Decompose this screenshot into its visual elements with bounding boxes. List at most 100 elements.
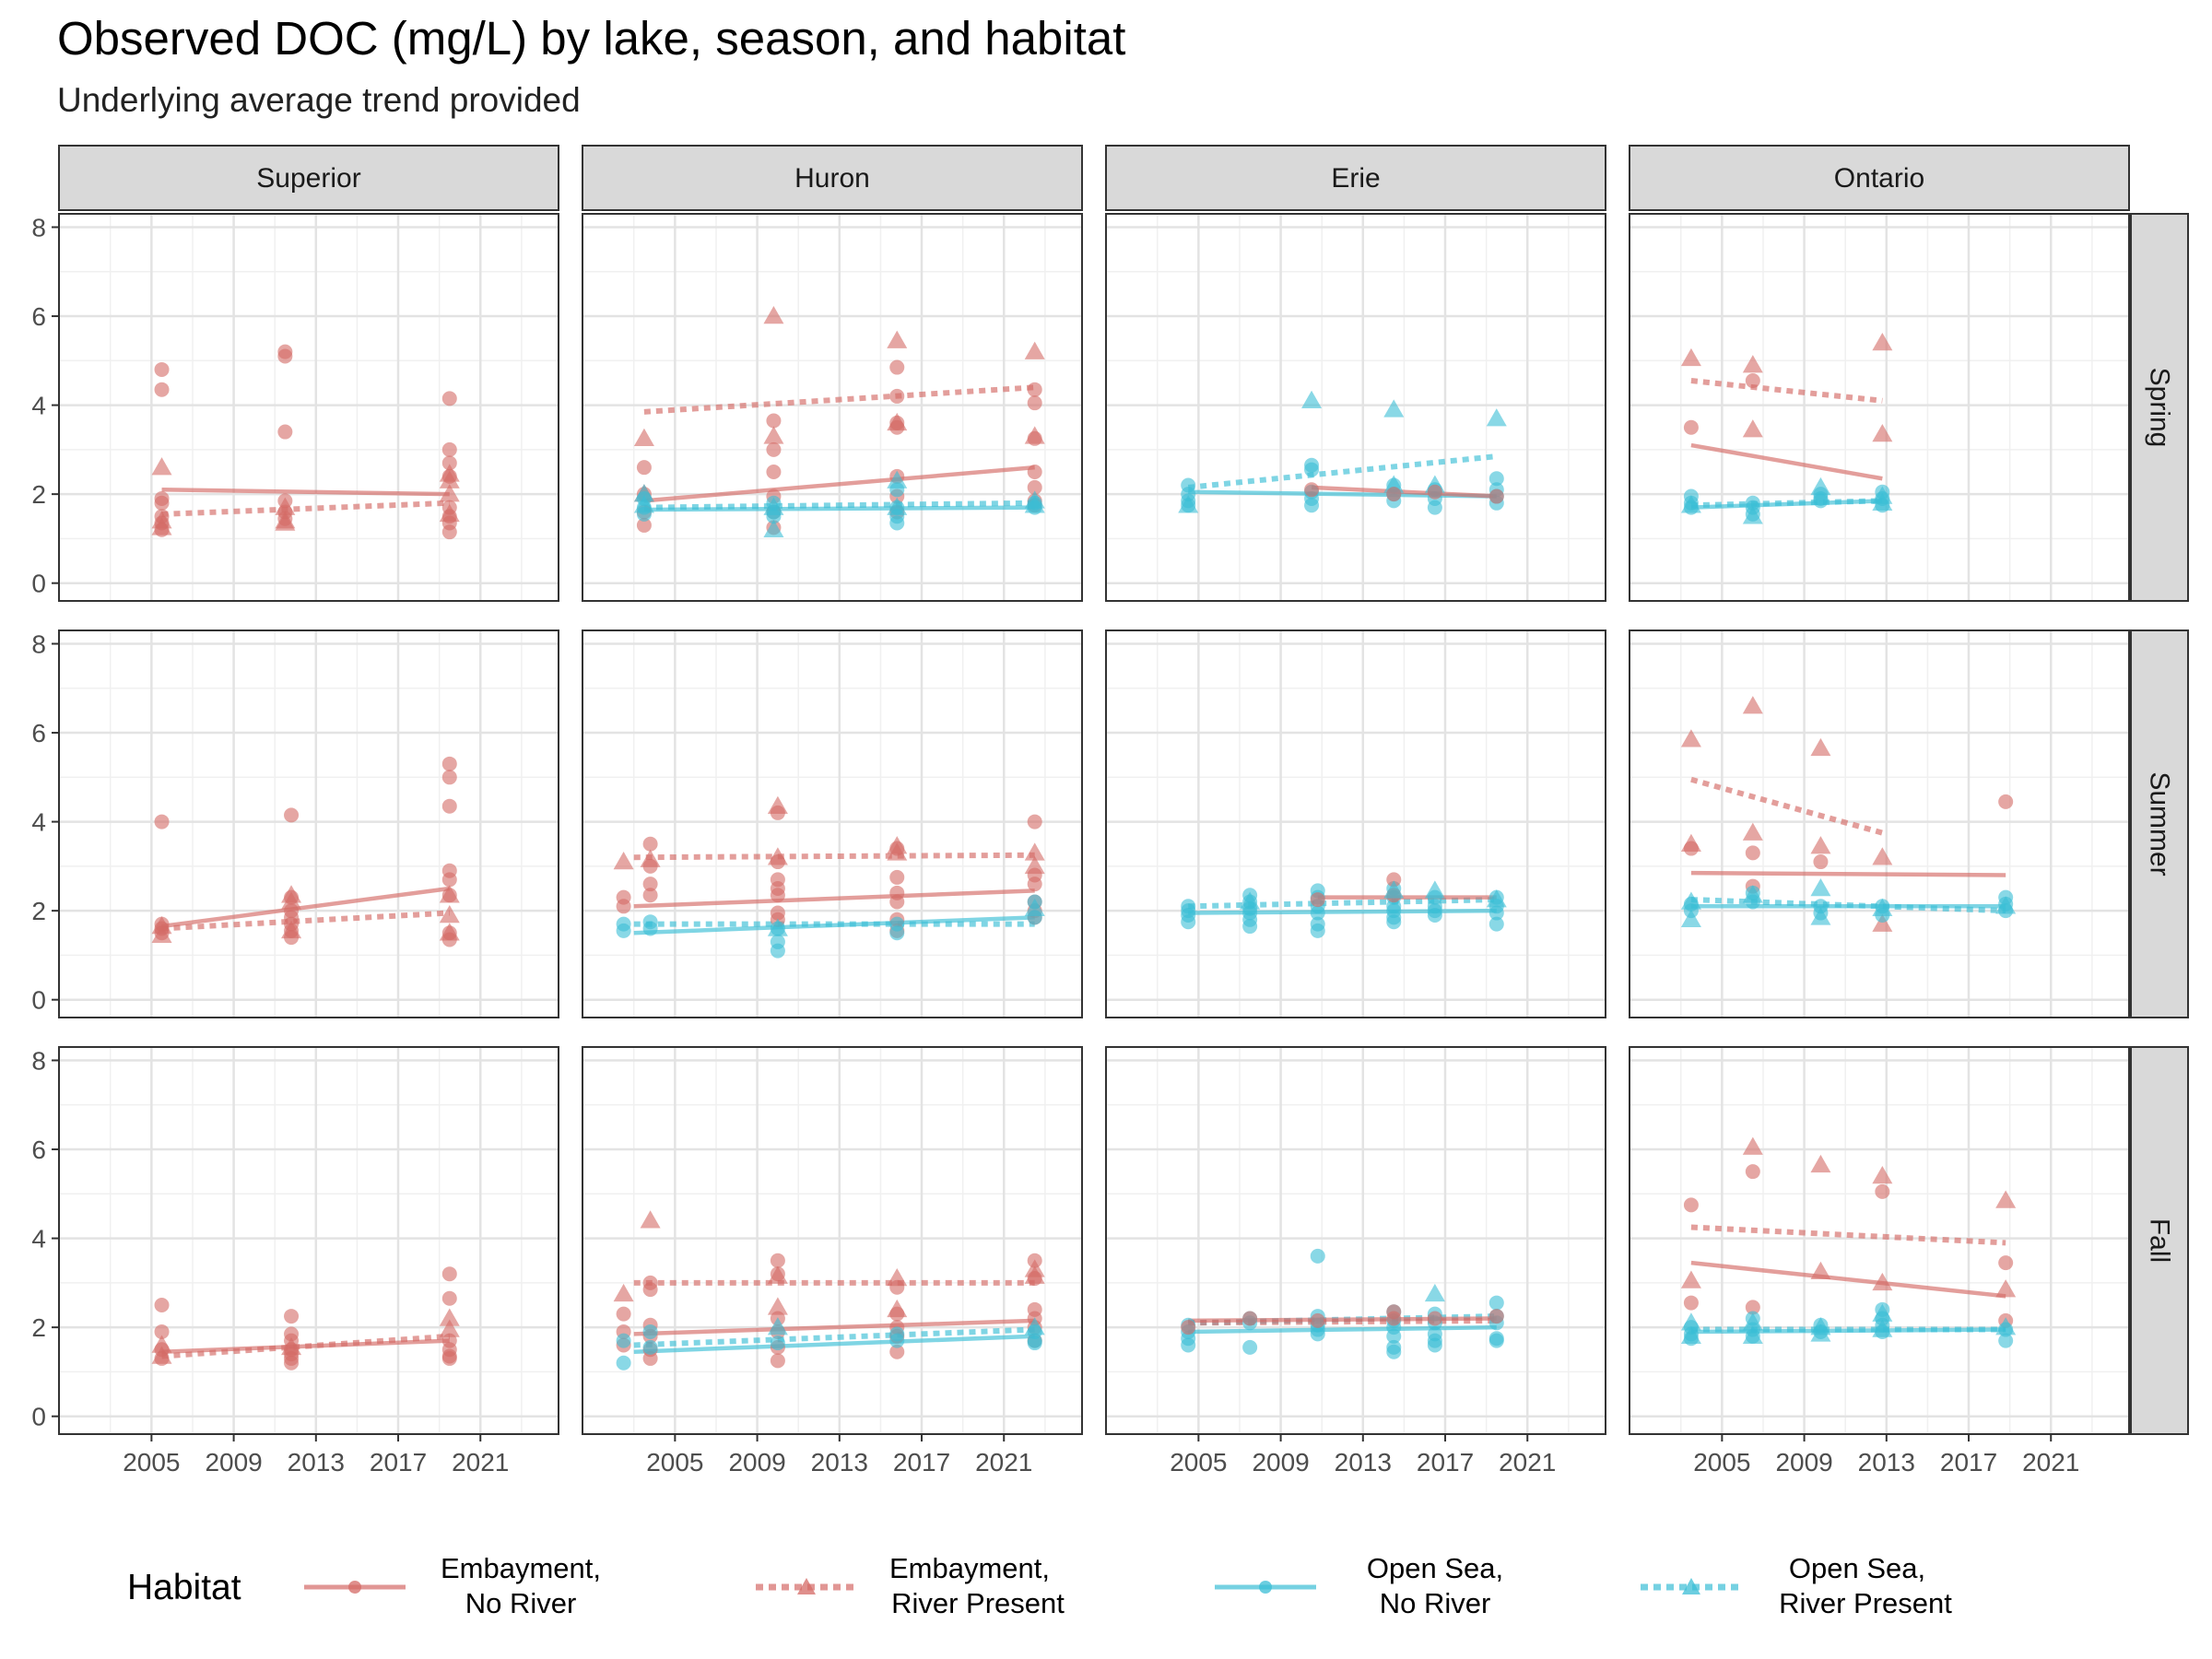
- data-point-circle: [154, 382, 170, 397]
- data-point-triangle: [763, 497, 784, 515]
- data-point-circle: [616, 1306, 631, 1322]
- strip-fall: [2130, 1046, 2189, 1435]
- data-point-triangle: [1872, 1166, 1893, 1184]
- data-point-circle: [1488, 471, 1504, 487]
- data-point-triangle: [1486, 408, 1507, 427]
- data-point-triangle: [1424, 1283, 1445, 1302]
- data-point-circle: [154, 361, 170, 377]
- data-point-triangle: [439, 885, 460, 903]
- data-point-circle: [616, 899, 631, 914]
- data-point-triangle: [439, 1319, 460, 1337]
- data-point-triangle: [633, 495, 654, 513]
- panel-border: [1105, 213, 1606, 602]
- data-point-triangle: [1810, 1324, 1831, 1342]
- data-point-circle: [642, 877, 658, 892]
- data-point-circle: [1427, 907, 1442, 923]
- x-tick-label: 2017: [370, 1448, 427, 1477]
- data-point-circle: [154, 814, 170, 830]
- data-point-circle: [1745, 845, 1760, 861]
- data-point-circle: [1998, 1255, 2014, 1271]
- panel-huron-spring: [582, 213, 1083, 602]
- legend-label-line2: River Present: [891, 1587, 1065, 1619]
- data-point-triangle: [1024, 1265, 1045, 1284]
- data-point-triangle: [767, 1297, 788, 1315]
- data-point-circle: [1304, 482, 1320, 498]
- panel-border: [58, 629, 559, 1018]
- trend-line-open-rv: [1690, 498, 1883, 509]
- data-point-triangle: [1810, 836, 1831, 854]
- data-point-circle: [889, 1333, 905, 1348]
- data-point-triangle: [1810, 907, 1831, 925]
- legend: Habitat Embayment,No RiverEmbayment,River…: [127, 1552, 1952, 1619]
- data-point-circle: [770, 1353, 785, 1369]
- data-point-circle: [1386, 487, 1402, 502]
- data-point-circle: [642, 921, 658, 936]
- data-point-triangle: [767, 847, 788, 865]
- data-point-triangle: [1178, 495, 1199, 513]
- data-point-circle: [1745, 1300, 1760, 1315]
- data-point-triangle: [1680, 1312, 1701, 1331]
- trend-line-open-rv: [1188, 897, 1497, 910]
- data-point-triangle: [1742, 822, 1763, 841]
- data-point-circle: [766, 465, 782, 479]
- trend-line-embay-rv: [161, 500, 450, 517]
- data-point-circle: [441, 441, 457, 457]
- panel-superior-summer: [58, 629, 559, 1018]
- data-point-triangle: [887, 1299, 908, 1318]
- data-point-triangle: [439, 484, 460, 502]
- legend-key-circle: [1259, 1581, 1272, 1594]
- strip-summer: [2130, 629, 2189, 1018]
- trend-line-embay-norv: [1188, 1316, 1497, 1324]
- data-point-triangle: [1024, 855, 1045, 875]
- data-point-circle: [616, 1333, 631, 1348]
- data-point-circle: [889, 894, 905, 910]
- panel-huron-fall: [582, 1046, 1083, 1435]
- data-point-triangle: [763, 426, 784, 444]
- data-point-circle: [642, 836, 658, 852]
- x-tick-label: 2017: [1940, 1448, 1997, 1477]
- data-point-circle: [1813, 493, 1829, 509]
- panel-border: [582, 629, 1083, 1018]
- data-point-circle: [1310, 892, 1325, 908]
- strip-superior: [58, 145, 559, 211]
- panel-ontario-spring: [1629, 213, 2130, 602]
- panel-border: [58, 213, 559, 602]
- strip-label-fall: Fall: [2145, 1218, 2175, 1263]
- data-point-triangle: [1872, 492, 1893, 512]
- data-point-circle: [1310, 1312, 1325, 1328]
- legend-item-embay-rv: Embayment,River Present: [756, 1552, 1065, 1619]
- data-point-circle: [441, 756, 457, 771]
- data-point-circle: [1386, 1344, 1402, 1359]
- data-point-circle: [770, 1335, 785, 1351]
- data-point-circle: [1027, 814, 1042, 830]
- chart-subtitle: Underlying average trend provided: [57, 81, 581, 119]
- trend-line-open-rv: [1187, 453, 1498, 490]
- data-point-circle: [889, 515, 905, 531]
- data-point-triangle: [1486, 889, 1507, 908]
- data-point-circle: [1745, 373, 1760, 389]
- data-point-circle: [1683, 419, 1699, 435]
- y-tick-label: 8: [31, 1046, 46, 1075]
- trend-line-embay-norv: [1311, 485, 1497, 499]
- data-point-triangle: [151, 517, 172, 535]
- panel-erie-summer: [1105, 629, 1606, 1018]
- data-point-triangle: [613, 1283, 634, 1302]
- x-tick-label: 2021: [452, 1448, 509, 1477]
- data-point-circle: [636, 460, 652, 476]
- panel-background: [1630, 214, 2129, 601]
- data-point-circle: [1427, 1337, 1442, 1353]
- data-point-triangle: [1742, 355, 1763, 373]
- strip-label-ontario: Ontario: [1834, 163, 1924, 194]
- x-tick-label: 2013: [811, 1448, 868, 1477]
- data-point-circle: [1027, 479, 1042, 495]
- data-point-circle: [770, 888, 785, 903]
- legend-item-embay-norv: Embayment,No River: [304, 1552, 601, 1619]
- panel-superior-spring: [58, 213, 559, 602]
- data-point-circle: [1027, 382, 1042, 397]
- data-point-circle: [1813, 854, 1829, 870]
- x-tick-label: 2021: [1499, 1448, 1556, 1477]
- trend-line-embay-norv: [643, 465, 1035, 503]
- strip-label-erie: Erie: [1331, 163, 1380, 194]
- data-point-triangle: [281, 891, 302, 910]
